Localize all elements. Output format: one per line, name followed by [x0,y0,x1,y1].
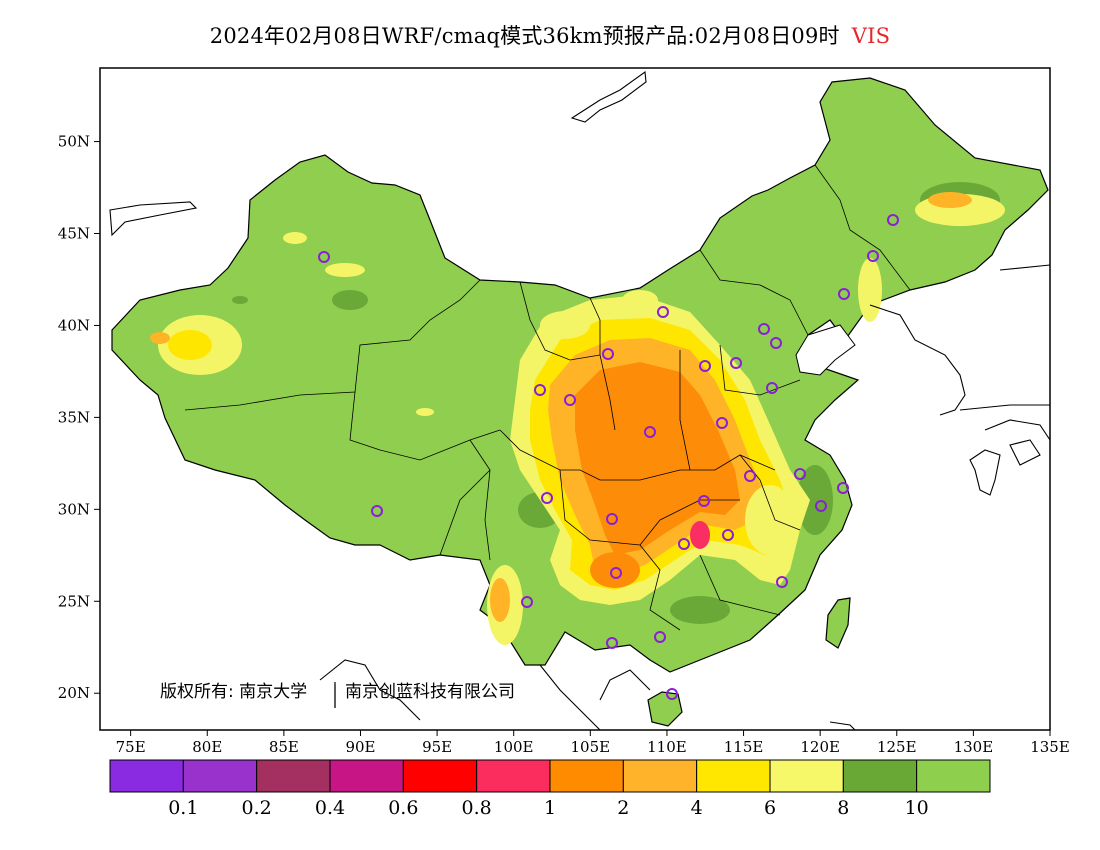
legend-label-5: 1 [544,797,556,819]
legend-swatch-10 [842,759,918,793]
legend-swatch-4 [402,759,478,793]
lat-tick-label-1: 25N [58,592,90,610]
map-frame [99,67,1051,731]
copyright-left: 版权所有: 南京大学 [160,682,307,702]
page-title: 2024年02月08日WRF/cmaq模式36km预报产品:02月08日09时 V… [0,20,1100,50]
lon-tick-label-1: 80E [192,738,222,756]
lon-tick-label-5: 100E [494,738,534,756]
lat-tick-label-4: 40N [58,316,90,334]
lon-tick-label-8: 115E [724,738,764,756]
legend-swatch-6 [549,759,624,793]
lat-tick-label-2: 30N [58,500,90,518]
lon-tick-label-11: 130E [954,738,994,756]
lon-tick-label-10: 125E [877,738,917,756]
hainan-island [647,691,683,727]
neighbor-coastlines [109,70,1050,730]
legend-label-2: 0.4 [315,797,345,819]
legend-label-6: 2 [617,797,629,819]
lat-tick-label-3: 35N [58,408,90,426]
low-visibility-field [150,192,1005,645]
map-area: 版权所有: 南京大学 南京创蓝科技有限公司 [109,70,1050,730]
longitude-axis: 75E 80E 85E 90E 95E 100E 105E 110E 115E 120E 125E 1… [116,730,1070,756]
lon-tick-label-0: 75E [116,738,146,756]
legend-label-1: 0.2 [242,797,272,819]
legend-swatch-1 [182,759,258,793]
lat-tick-label-0: 20N [58,684,90,702]
legend-label-3: 0.6 [388,797,418,819]
province-borders [184,164,911,631]
lon-tick-label-2: 85E [269,738,299,756]
lon-tick-label-3: 90E [345,738,375,756]
lon-tick-label-4: 95E [422,738,452,756]
title-text: 2024年02月08日WRF/cmaq模式36km预报产品:02月08日09时 [209,24,840,48]
legend-label-4: 0.8 [462,797,492,819]
lon-tick-label-9: 120E [800,738,840,756]
legend-label-0: 0.1 [168,797,198,819]
legend-swatch-2 [256,759,331,793]
station-markers [318,214,899,700]
legend-swatch-8 [696,759,771,793]
legend-label-9: 8 [837,797,849,819]
lon-tick-label-6: 105E [571,738,611,756]
legend-swatch-0 [109,759,184,793]
lat-tick-label-5: 45N [58,225,90,243]
latitude-axis: 20N 25N 30N 35N 40N 45N 50N [58,133,100,702]
title-variable: VIS [851,24,891,48]
legend-swatch-11 [916,759,991,793]
legend-swatch-9 [769,759,844,793]
color-legend: 0.1 0.2 0.4 0.6 0.8 1 2 4 6 8 10 [109,759,991,819]
legend-swatch-3 [329,759,404,793]
legend-swatch-7 [622,759,698,793]
taiwan-island [825,597,851,649]
lon-tick-label-7: 110E [647,738,687,756]
legend-label-8: 6 [764,797,776,819]
legend-label-10: 10 [905,797,929,819]
bohai-sea [795,324,856,376]
legend-swatch-5 [476,759,551,793]
lon-tick-label-12: 135E [1030,738,1070,756]
lat-tick-label-6: 50N [58,133,90,151]
copyright-right: 南京创蓝科技有限公司 [345,682,515,702]
legend-label-7: 4 [691,797,703,819]
